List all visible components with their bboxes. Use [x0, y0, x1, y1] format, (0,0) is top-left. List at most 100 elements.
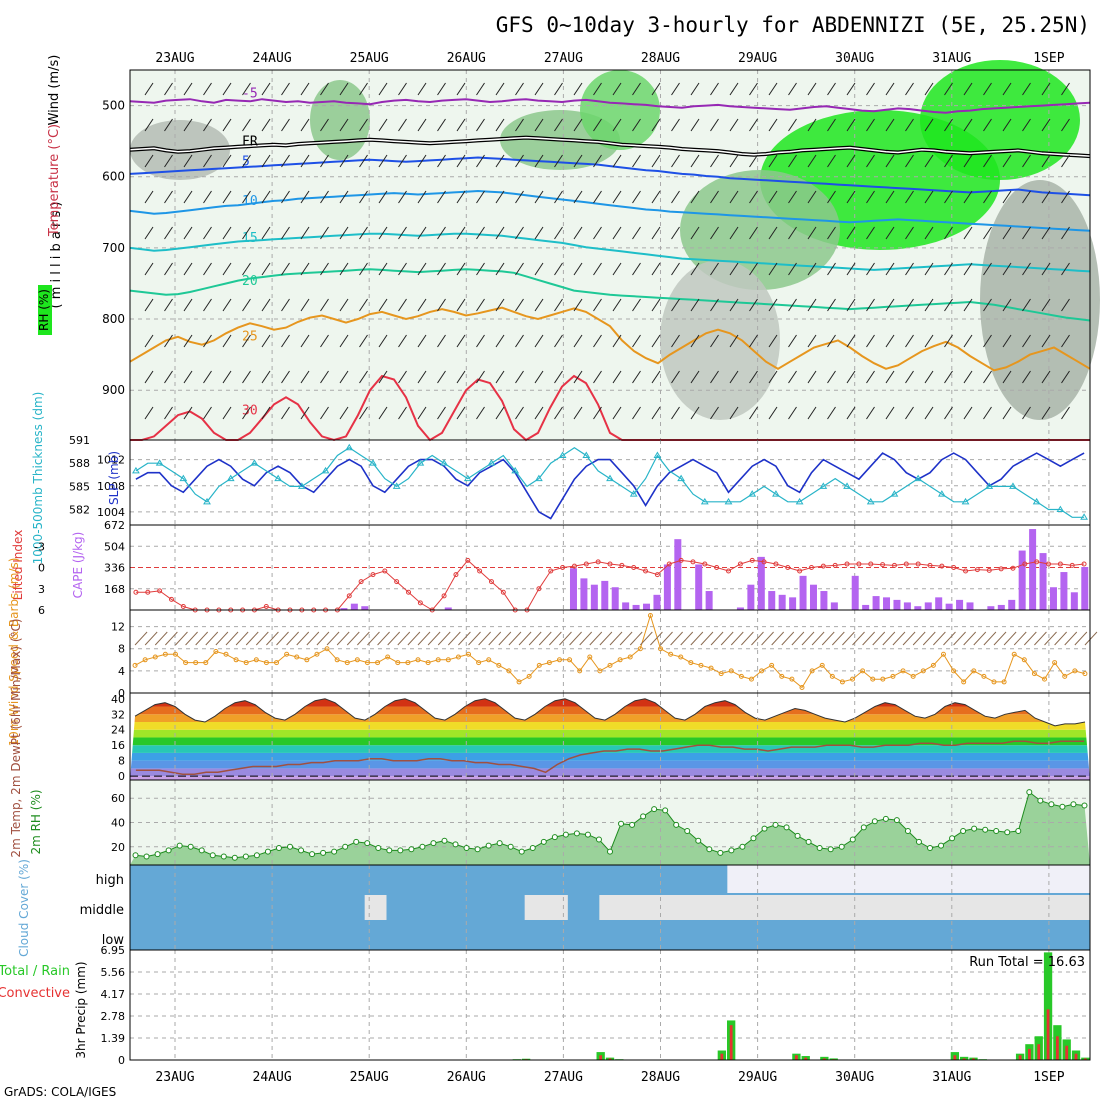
wind-speed-marker: [668, 651, 674, 657]
wind-barb-upper: [515, 82, 524, 96]
wind-barb-upper: [671, 118, 680, 132]
wind-barb-upper: [593, 262, 602, 276]
cloud-middle-cell: [887, 895, 899, 920]
wind-barb-upper: [866, 190, 875, 204]
pressure-tick-label: 600: [102, 170, 125, 184]
wind-speed-marker: [627, 654, 633, 660]
wind-barb-upper: [222, 226, 232, 240]
wind-barb-surface: [488, 631, 502, 646]
wind-barb-surface: [235, 631, 249, 646]
wind-barb-upper: [183, 370, 193, 384]
wind-barb-upper: [515, 118, 524, 132]
cloud-middle-cell: [727, 895, 739, 920]
date-label-bottom: 24AUG: [253, 1070, 292, 1085]
wind-speed-marker: [496, 662, 502, 668]
temp-band: [130, 714, 1090, 722]
cape-bar: [809, 584, 817, 610]
wind-barb-surface: [811, 631, 825, 646]
rh2m-marker: [496, 840, 503, 847]
wind-barb-upper: [554, 406, 563, 420]
thickness-marker: [795, 497, 804, 505]
wind-barb-upper: [944, 262, 953, 276]
wind-barb-surface: [882, 631, 896, 646]
lifted-index-marker: [263, 603, 269, 609]
wind-barb-surface: [700, 631, 714, 646]
wind-barb-upper: [359, 82, 368, 96]
wind-barb-upper: [534, 334, 544, 348]
wind-barb-upper: [983, 118, 992, 132]
cloud-middle-cell: [812, 895, 824, 920]
wind-barb-upper: [417, 154, 427, 168]
thickness-marker: [369, 459, 377, 466]
wind-barb-upper: [632, 190, 641, 204]
wind-barb-upper: [534, 406, 544, 420]
axis-label-wind: Wind (m/s): [47, 55, 62, 126]
date-label-bottom: 28AUG: [641, 1070, 680, 1085]
wind-barb-upper: [242, 118, 251, 132]
wind-speed-marker: [991, 679, 997, 685]
wind-barb-upper: [729, 226, 739, 240]
wind-barb-upper: [378, 154, 388, 168]
wind-barb-upper: [1041, 262, 1051, 276]
wind-barb-upper: [261, 262, 271, 276]
wind-barb-upper: [729, 406, 739, 420]
wind-barb-upper: [398, 262, 407, 276]
wind-barb-upper: [417, 262, 427, 276]
wind-barb-upper: [866, 226, 875, 240]
wind-speed-marker: [466, 651, 472, 657]
axis-label-temp2m: 2m Temp, 2m DewPt (6hr Min/Max) (°C): [9, 618, 23, 857]
wind-speed-marker: [698, 662, 704, 668]
wind-barb-upper: [1041, 226, 1051, 240]
rh2m-marker: [364, 840, 371, 847]
wind-barb-upper: [788, 298, 797, 312]
cape-bar: [1008, 599, 1016, 610]
wind-barb-upper: [144, 334, 154, 348]
cloud-high-cell: [727, 865, 739, 893]
isotherm-label: 25: [242, 330, 258, 345]
lifted-index-marker: [891, 562, 897, 568]
wind-speed-marker: [617, 657, 623, 663]
wind-speed-marker: [476, 660, 482, 666]
pressure-tick-label: 700: [102, 241, 125, 255]
wind-barb-upper: [476, 262, 485, 276]
cloud-high-cell: [1036, 865, 1048, 893]
wind-speed-marker: [738, 673, 744, 679]
rh2m-marker: [342, 843, 349, 850]
lifted-index-tick-label: 6: [38, 604, 45, 617]
lifted-index-marker: [133, 589, 139, 595]
thickness-marker: [985, 482, 994, 489]
pressure-axis-label: ( m i l l i b a r s ): [49, 202, 64, 309]
temp-band: [130, 693, 1090, 699]
wind-barb-upper: [612, 118, 622, 132]
cloud-middle-cell: [908, 895, 920, 920]
wind-barb-upper: [632, 118, 641, 132]
wind-barb-upper: [164, 82, 173, 96]
wind-speed-marker: [183, 660, 189, 666]
wind-barb-upper: [1022, 406, 1031, 420]
wind-barb-upper: [515, 406, 524, 420]
cloud-high-cell: [780, 865, 792, 893]
wind-speed-marker: [314, 651, 320, 657]
wind-tick-label: 8: [118, 643, 125, 656]
wind-barb-upper: [1022, 334, 1031, 348]
rh-humid-area: [980, 180, 1100, 420]
wind-speed-marker: [172, 651, 178, 657]
lifted-index-marker: [702, 561, 708, 567]
rh2m-marker: [309, 851, 316, 858]
wind-barb-upper: [729, 262, 739, 276]
wind-barb-upper: [866, 262, 875, 276]
wind-barb-upper: [1061, 298, 1070, 312]
wind-barb-upper: [710, 226, 719, 240]
wind-barb-upper: [827, 82, 836, 96]
cloud-middle-cell: [695, 895, 707, 920]
wind-barb-surface: [195, 631, 209, 646]
wind-barb-upper: [1041, 82, 1051, 96]
thickness-marker: [345, 443, 354, 451]
wind-barb-upper: [554, 262, 563, 276]
cape-bar: [956, 599, 964, 610]
isotherm-line: [129, 189, 1091, 232]
cape-bar: [966, 602, 974, 610]
temp-band: [130, 737, 1090, 746]
precip-tick-label: 0: [118, 1054, 125, 1067]
wind-barb-upper: [164, 226, 173, 240]
